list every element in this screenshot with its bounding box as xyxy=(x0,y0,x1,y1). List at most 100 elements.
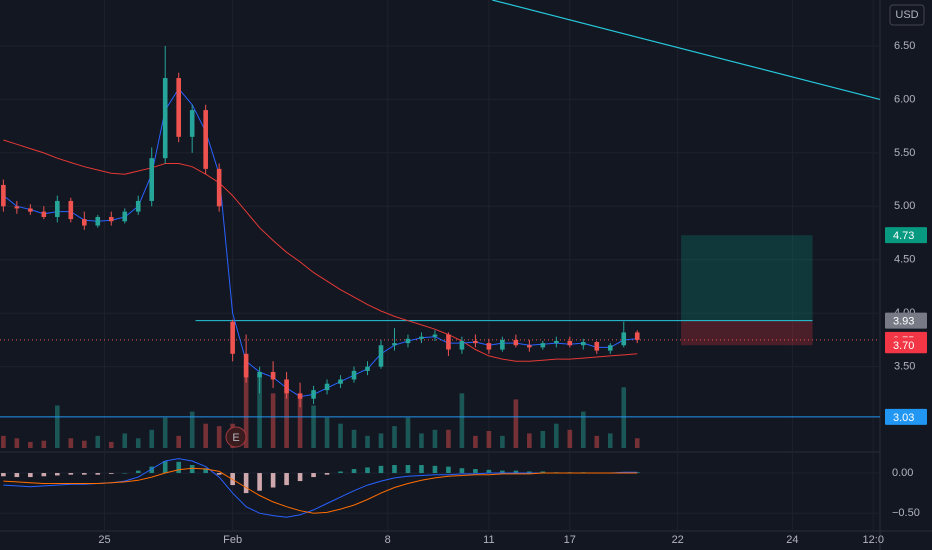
x-tick-label: 24 xyxy=(786,534,798,546)
macd-histogram-bar xyxy=(203,468,208,474)
macd-histogram-bar xyxy=(81,473,87,475)
volume-bar xyxy=(162,417,168,448)
volume-bar xyxy=(486,431,492,448)
macd-histogram-bar xyxy=(176,461,181,474)
volume-bar xyxy=(203,423,208,448)
volume-bar xyxy=(149,429,155,448)
candle-body xyxy=(554,340,559,344)
price-marker xyxy=(885,337,927,354)
volume-bar xyxy=(1,435,6,448)
volume-bar xyxy=(270,393,276,448)
volume-bar xyxy=(297,397,303,448)
volume-bar xyxy=(216,426,222,448)
macd-histogram-bar xyxy=(122,473,128,474)
volume-bar xyxy=(365,435,370,448)
y-tick-label: 0.00 xyxy=(892,467,913,479)
volume-bar xyxy=(459,393,465,448)
x-tick-label: Feb xyxy=(223,534,242,546)
volume-bar xyxy=(540,431,546,448)
price-marker xyxy=(885,227,927,244)
volume-bar xyxy=(324,417,330,448)
volume-bar xyxy=(95,435,101,448)
candle-body xyxy=(149,158,155,201)
currency[interactable]: USD xyxy=(895,9,918,21)
macd-histogram-bar xyxy=(297,473,303,482)
candle-body xyxy=(122,211,128,222)
candle-body xyxy=(108,216,114,222)
price-marker xyxy=(885,312,927,329)
volume-bar xyxy=(284,387,289,448)
volume-bar xyxy=(28,441,33,448)
loss-zone xyxy=(681,320,813,346)
volume-bar xyxy=(14,438,20,448)
volume-bar xyxy=(189,411,195,448)
macd-histogram-bar xyxy=(135,470,141,474)
candle-body xyxy=(28,208,33,212)
candle-body xyxy=(527,345,532,348)
volume-bar xyxy=(500,435,505,448)
candle-body xyxy=(68,200,74,220)
candle-body xyxy=(81,219,87,226)
y-tick-label: 6.00 xyxy=(894,93,915,105)
volume-bar xyxy=(621,387,627,448)
macd-histogram-bar xyxy=(500,470,505,474)
macd-histogram-bar xyxy=(378,465,384,474)
volume-bar xyxy=(81,440,87,448)
candle-body xyxy=(351,370,357,380)
macd-histogram-bar xyxy=(432,465,438,474)
y-tick-label: 6.50 xyxy=(894,40,915,52)
price-marker-label: 4.73 xyxy=(893,230,914,242)
y-tick-label: 3.50 xyxy=(894,361,915,373)
candle-body xyxy=(540,343,546,348)
macd-histogram-bar xyxy=(257,473,262,491)
candle-body xyxy=(607,345,613,351)
macd-histogram-bar xyxy=(149,466,155,474)
macd-histogram-bar xyxy=(41,473,47,477)
candle-body xyxy=(257,371,262,378)
macd-histogram-bar xyxy=(28,473,33,478)
x-tick-label: 11 xyxy=(483,534,494,546)
currency-box[interactable] xyxy=(889,4,925,26)
x-tick-label: 17 xyxy=(564,534,576,546)
candle-body xyxy=(405,338,411,344)
candle-body xyxy=(392,343,397,346)
candle-body xyxy=(311,390,316,399)
volume-bar xyxy=(338,423,343,448)
volume-bar xyxy=(634,438,640,448)
macd-histogram-bar xyxy=(392,465,397,474)
candle-body xyxy=(621,332,627,346)
candle-body xyxy=(162,78,168,159)
slow-ma-line xyxy=(3,139,638,362)
volume-bar xyxy=(405,417,411,448)
volume-bar xyxy=(580,411,586,448)
macd-histogram-bar xyxy=(473,469,478,474)
earnings-label: E xyxy=(232,432,239,444)
candle-body xyxy=(365,366,370,371)
candle-body xyxy=(446,334,451,350)
candle-body xyxy=(324,383,330,391)
volume-bar xyxy=(419,433,424,448)
volume-bar xyxy=(311,405,316,448)
volume-bar xyxy=(432,429,438,448)
candle-body xyxy=(176,78,181,137)
macd-histogram-bar xyxy=(284,473,289,486)
x-tick-label: 12:0 xyxy=(863,534,884,546)
candle-body xyxy=(135,200,141,212)
candle-body xyxy=(486,343,492,350)
candle-body xyxy=(473,340,478,344)
x-tick-label: 25 xyxy=(98,534,110,546)
candle-body xyxy=(216,168,222,207)
candle-body xyxy=(567,340,573,346)
macd-histogram-bar xyxy=(1,473,6,477)
volume-bar xyxy=(567,429,573,448)
macd-histogram-bar xyxy=(95,473,101,475)
candle-body xyxy=(41,211,47,217)
candle-body xyxy=(297,393,303,399)
volume-bar xyxy=(513,399,519,448)
volume-bar xyxy=(68,438,74,448)
macd-histogram-bar xyxy=(55,473,60,476)
volume-bar xyxy=(257,375,262,448)
macd-histogram-bar xyxy=(405,465,411,474)
macd-histogram-bar xyxy=(216,473,222,475)
